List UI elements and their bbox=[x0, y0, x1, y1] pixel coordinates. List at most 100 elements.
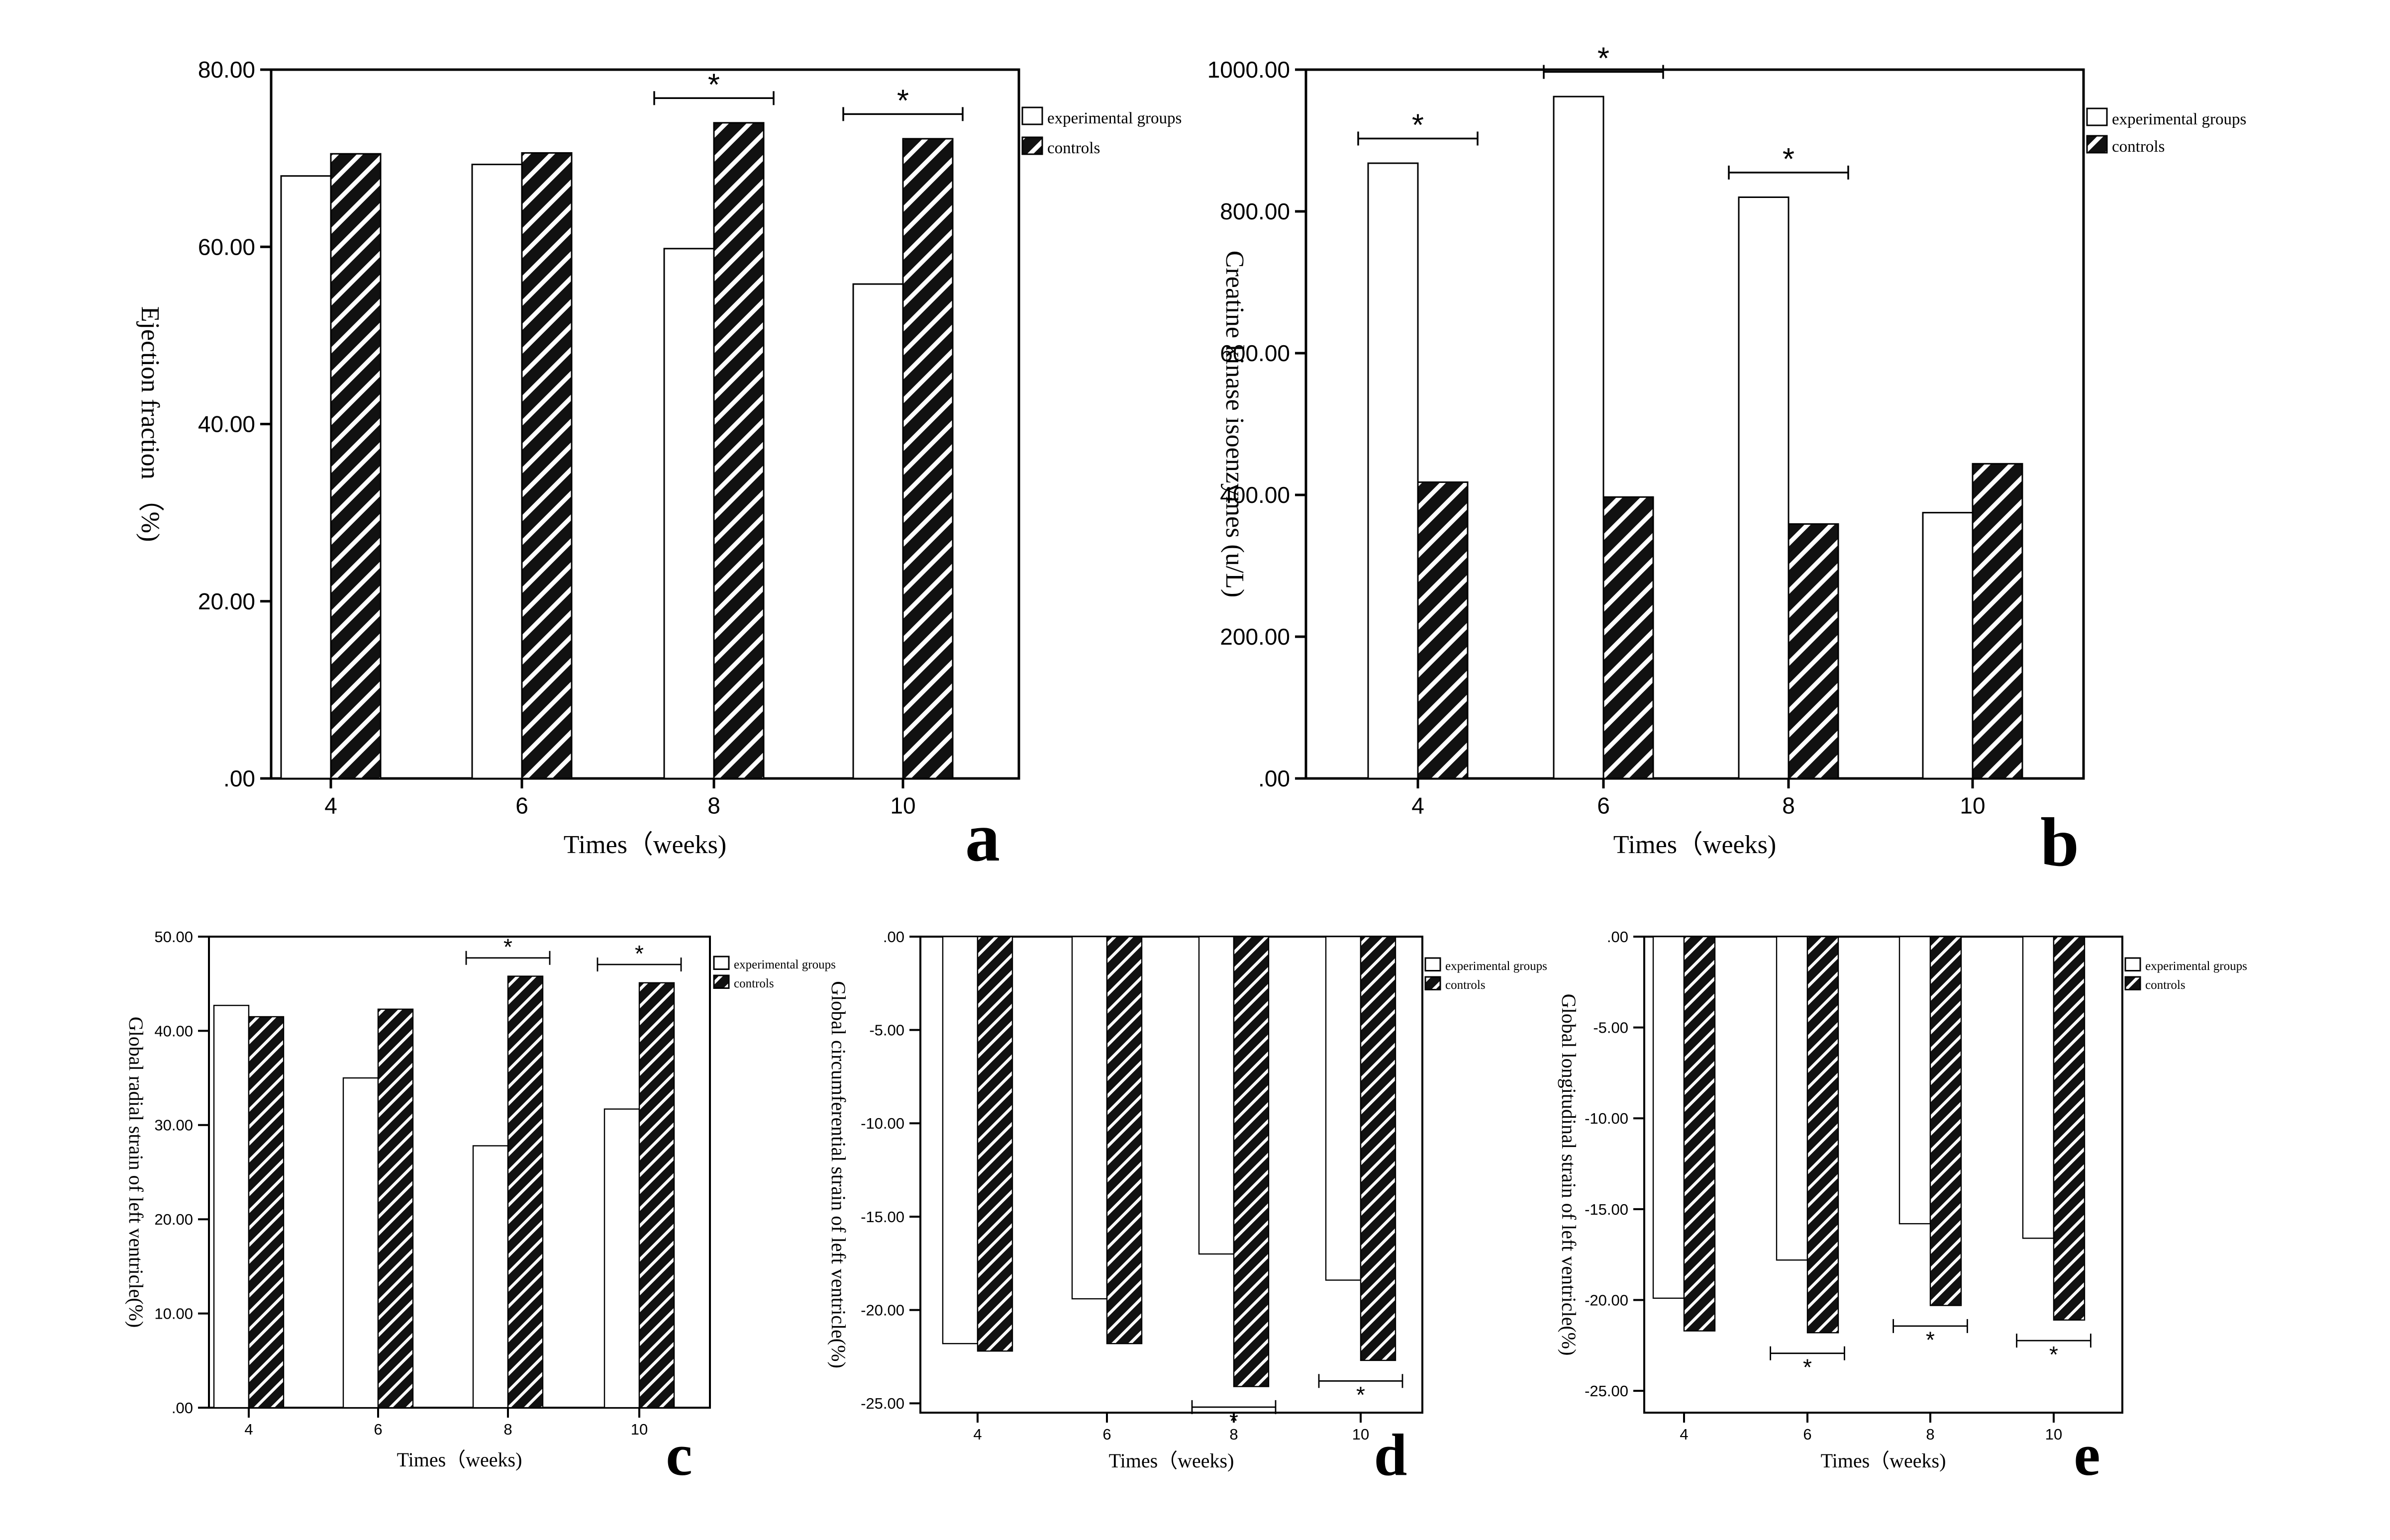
panel-a: .00 20.00 40.00 60.00 80.00 4 6 8 10 * * Times（week… bbox=[136, 57, 1182, 876]
bar-experimental-d-6 bbox=[1071, 936, 1108, 1300]
x-tick-label: 6 bbox=[374, 1421, 382, 1438]
panel-letter-b: b bbox=[2040, 804, 2079, 881]
x-tick-label: 10 bbox=[631, 1421, 648, 1438]
y-axis-label: Global radial strain of left ventricle(%… bbox=[125, 1017, 147, 1328]
significance-e-10: * bbox=[2016, 1334, 2091, 1367]
plot-frame-b bbox=[1304, 68, 2085, 780]
x-tick-label: 4 bbox=[324, 793, 337, 819]
x-tick-label: 6 bbox=[1597, 793, 1610, 819]
y-tick-label: 40.00 bbox=[154, 1022, 193, 1040]
significance-star: * bbox=[897, 84, 909, 118]
y-tick-label: 80.00 bbox=[198, 57, 255, 83]
y-tick-label: .00 bbox=[223, 766, 255, 791]
y-tick-label: 20.00 bbox=[198, 588, 255, 614]
legend-d: experimental groups controls bbox=[1424, 957, 1547, 992]
legend-swatch-controls bbox=[1021, 136, 1043, 155]
significance-d-8: * bbox=[1191, 1400, 1277, 1434]
legend-swatch-controls bbox=[2124, 976, 2141, 990]
legend-swatch-experimental bbox=[1021, 106, 1043, 125]
significance-b-4: * bbox=[1357, 108, 1479, 146]
significance-star: * bbox=[635, 941, 644, 966]
significance-e-8: * bbox=[1892, 1319, 1968, 1353]
y-tick-label: -25.00 bbox=[1585, 1382, 1628, 1400]
bar-experimental-b-6 bbox=[1553, 96, 1604, 779]
x-tick-label: 4 bbox=[1680, 1426, 1688, 1443]
bar-controls-c-10 bbox=[638, 982, 675, 1409]
legend-swatch-experimental bbox=[713, 956, 730, 970]
y-tick-label: .00 bbox=[883, 928, 904, 946]
y-tick-label: .00 bbox=[1258, 766, 1290, 791]
bar-controls-c-8 bbox=[507, 975, 544, 1409]
legend-label-experimental: experimental groups bbox=[2112, 110, 2246, 128]
x-axis-label: Times（weeks) bbox=[1613, 831, 1776, 859]
bar-controls-e-8 bbox=[1929, 936, 1962, 1306]
y-tick-label: -5.00 bbox=[1593, 1019, 1628, 1036]
x-tick-label: 6 bbox=[1102, 1426, 1111, 1443]
legend-label-experimental: experimental groups bbox=[734, 958, 836, 971]
bar-experimental-b-4 bbox=[1367, 162, 1419, 779]
legend-b: experimental groups controls bbox=[2086, 107, 2246, 156]
legend-a: experimental groups controls bbox=[1021, 106, 1182, 157]
x-axis-label: Times（weeks) bbox=[564, 831, 726, 859]
y-axis-label: Global longitudinal strain of left ventr… bbox=[1558, 994, 1580, 1356]
x-tick-label: 8 bbox=[1926, 1426, 1934, 1443]
y-tick-label: -20.00 bbox=[1585, 1291, 1628, 1309]
bar-experimental-d-10 bbox=[1325, 936, 1362, 1281]
x-tick-label: 6 bbox=[515, 793, 528, 819]
x-tick-label: 10 bbox=[2045, 1426, 2062, 1443]
legend-swatch-experimental bbox=[2124, 957, 2141, 971]
significance-star: * bbox=[1803, 1354, 1812, 1380]
bar-experimental-c-4 bbox=[213, 1005, 250, 1409]
x-tick-label: 10 bbox=[890, 793, 915, 819]
bar-experimental-d-8 bbox=[1198, 936, 1235, 1255]
y-tick-label: -20.00 bbox=[861, 1301, 904, 1319]
bar-controls-a-6 bbox=[521, 152, 573, 779]
significance-a-8: * bbox=[653, 68, 775, 105]
legend-e: experimental groups controls bbox=[2124, 957, 2247, 992]
bar-controls-d-6 bbox=[1106, 936, 1143, 1345]
bar-controls-b-10 bbox=[1972, 463, 2023, 779]
bar-controls-d-10 bbox=[1360, 936, 1396, 1361]
x-tick-label: 4 bbox=[973, 1426, 982, 1443]
bar-controls-e-10 bbox=[2053, 936, 2086, 1321]
bar-controls-a-4 bbox=[330, 153, 382, 779]
panel-e: .00 -5.00 -10.00 -15.00 -20.00 -25.00 4 6 8 10 * * *… bbox=[1558, 928, 2247, 1488]
y-tick-label: .00 bbox=[1607, 928, 1628, 946]
significance-star: * bbox=[1412, 108, 1424, 143]
y-tick-label: 60.00 bbox=[198, 234, 255, 260]
bar-controls-a-10 bbox=[902, 138, 954, 779]
x-tick-label: 6 bbox=[1803, 1426, 1811, 1443]
significance-b-6: * bbox=[1543, 42, 1664, 79]
significance-star: * bbox=[1783, 142, 1794, 177]
legend-swatch-experimental bbox=[2086, 107, 2108, 126]
significance-a-10: * bbox=[842, 84, 964, 121]
bar-experimental-c-6 bbox=[342, 1077, 379, 1409]
significance-star: * bbox=[1926, 1327, 1935, 1353]
bar-controls-d-4 bbox=[977, 936, 1013, 1352]
y-tick-label: -5.00 bbox=[869, 1021, 904, 1039]
y-tick-label: -15.00 bbox=[861, 1208, 904, 1226]
bar-experimental-a-6 bbox=[471, 164, 523, 779]
legend-label-controls: controls bbox=[2112, 138, 2165, 156]
y-axis-label: Global circumferential strain of left ve… bbox=[827, 981, 850, 1368]
y-tick-label: 50.00 bbox=[154, 928, 193, 946]
bar-experimental-a-4 bbox=[280, 175, 332, 779]
significance-d-10: * bbox=[1318, 1374, 1403, 1408]
significance-star: * bbox=[708, 68, 720, 102]
significance-star: * bbox=[1597, 42, 1609, 76]
bar-experimental-e-6 bbox=[1776, 936, 1808, 1261]
bar-experimental-e-8 bbox=[1898, 936, 1931, 1225]
bar-controls-a-8 bbox=[713, 122, 765, 779]
legend-swatch-controls bbox=[1424, 976, 1441, 990]
panel-c: .00 10.00 20.00 30.00 40.00 50.00 4 6 8 10 * * Times… bbox=[125, 928, 836, 1488]
legend-label-controls: controls bbox=[734, 977, 774, 990]
bar-controls-b-6 bbox=[1602, 496, 1654, 779]
bar-controls-e-6 bbox=[1806, 936, 1839, 1334]
legend-label-controls: controls bbox=[1047, 139, 1100, 157]
panel-letter-e: e bbox=[2074, 1422, 2100, 1488]
y-tick-label: 600.00 bbox=[1220, 340, 1290, 366]
bar-experimental-e-10 bbox=[2022, 936, 2055, 1239]
legend-swatch-experimental bbox=[1424, 957, 1441, 971]
panel-d: .00 -5.00 -10.00 -15.00 -20.00 -25.00 4 6 8 10 * * T… bbox=[827, 928, 1547, 1488]
y-tick-label: 30.00 bbox=[154, 1117, 193, 1134]
